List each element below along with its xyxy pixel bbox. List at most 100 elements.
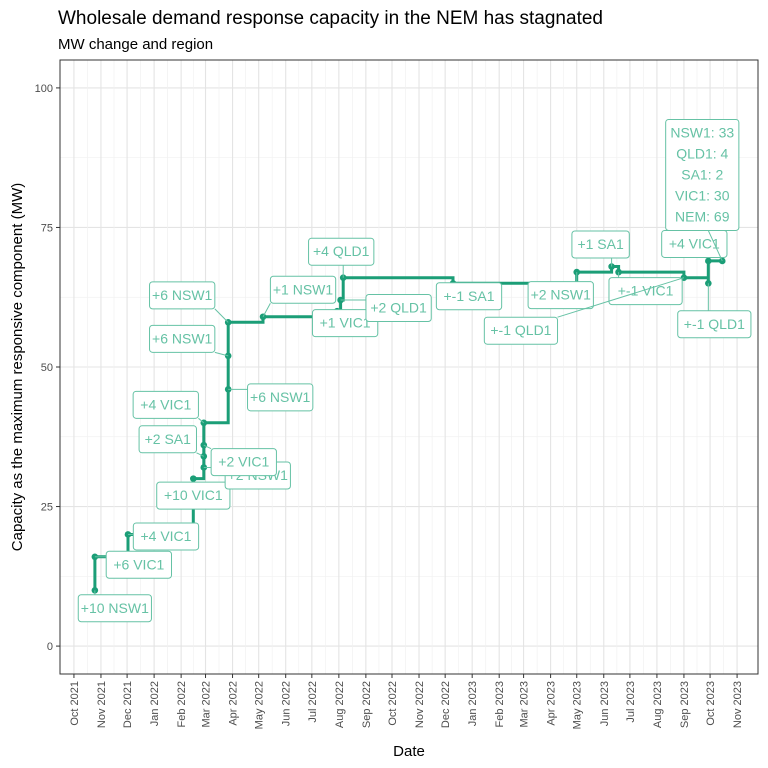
label-box [149, 324, 216, 353]
label-text: QLD1: 4 [676, 145, 728, 161]
x-tick-label: Dec 2021 [122, 681, 134, 728]
point-label: +2 NSW1 [527, 281, 594, 310]
label-text: NSW1: 33 [670, 124, 734, 140]
label-text: +2 NSW1 [531, 287, 592, 303]
x-tick-label: Jul 2023 [625, 681, 637, 723]
x-tick-label: Aug 2022 [334, 681, 346, 728]
point-label: +2 QLD1 [365, 294, 432, 323]
label-box [665, 118, 740, 231]
x-tick-label: Jan 2023 [467, 681, 479, 726]
label-box [138, 425, 197, 454]
x-tick-label: Sep 2022 [361, 681, 373, 728]
y-tick-label: 0 [47, 641, 53, 653]
x-tick-label: May 2023 [572, 681, 584, 729]
x-axis-title: Date [393, 743, 425, 760]
x-tick-label: Jun 2022 [281, 681, 293, 726]
point-label: +6 NSW1 [149, 324, 216, 353]
label-box [677, 310, 752, 339]
label-leader [203, 444, 212, 450]
point-label: +-1 QLD1 [483, 316, 559, 345]
point-label: +4 VIC1 [132, 390, 199, 419]
x-tick-label: Oct 2022 [387, 681, 399, 726]
label-text: +2 SA1 [145, 431, 192, 447]
point-label: +1 NSW1 [269, 275, 337, 304]
label-leader [198, 417, 205, 424]
x-tick-label: Apr 2023 [546, 681, 558, 726]
point-label: +10 NSW1 [77, 594, 152, 623]
label-box [311, 309, 379, 338]
label-box [365, 294, 432, 323]
y-tick-label: 25 [41, 502, 53, 514]
x-tick-label: Mar 2023 [519, 681, 531, 727]
label-box [105, 550, 173, 579]
label-text: +6 NSW1 [152, 287, 213, 303]
point-label: +1 VIC1 [311, 309, 379, 338]
x-tick-label: Jul 2022 [307, 681, 319, 723]
label-leader [557, 277, 685, 318]
x-axis: Oct 2021 Nov 2021 Dec 2021 Jan 2022 Feb 2022… [69, 674, 744, 729]
label-text: VIC1: 30 [675, 187, 730, 203]
label-text: +-1 QLD1 [490, 322, 551, 338]
label-leader [262, 303, 271, 318]
label-text: +2 VIC1 [218, 454, 269, 470]
summary-leader [707, 230, 723, 262]
label-box [210, 448, 277, 477]
x-tick-label: Jan 2022 [149, 681, 161, 726]
y-axis-title: Capacity as the maximum responsive compo… [9, 183, 26, 551]
point-label: +10 VIC1 [156, 481, 231, 510]
label-leader [214, 308, 229, 323]
y-tick-label: 50 [41, 362, 53, 374]
label-text: +-1 SA1 [444, 288, 495, 304]
label-text: +4 VIC1 [669, 235, 720, 251]
point-label: +2 SA1 [138, 425, 197, 454]
label-text: +10 VIC1 [164, 487, 223, 503]
point-label: +4 QLD1 [308, 237, 375, 266]
summary-label: NSW1: 33 QLD1: 4 SA1: 2 VIC1: 30 NEM: 69 [665, 118, 740, 231]
y-tick-label: 75 [41, 222, 53, 234]
label-text: +6 NSW1 [250, 389, 311, 405]
point-label: +6 VIC1 [105, 550, 173, 579]
label-text: +10 NSW1 [81, 600, 149, 616]
label-text: +1 NSW1 [273, 281, 334, 297]
x-tick-label: Dec 2022 [440, 681, 452, 728]
label-text: SA1: 2 [681, 166, 723, 182]
label-text: +4 VIC1 [140, 528, 191, 544]
data-point [190, 475, 197, 482]
y-tick-label: 100 [35, 83, 53, 95]
label-box [269, 275, 337, 304]
label-text: +6 VIC1 [113, 556, 164, 572]
label-box [149, 281, 216, 310]
x-tick-label: Nov 2023 [732, 681, 744, 728]
point-label: +4 VIC1 [132, 522, 200, 551]
x-tick-label: Sep 2023 [679, 681, 691, 728]
data-point [259, 313, 267, 321]
x-tick-label: Oct 2021 [69, 681, 81, 726]
label-leader [214, 351, 229, 357]
data-point [705, 257, 712, 265]
x-tick-label: Apr 2022 [228, 681, 240, 726]
chart-subtitle: MW change and region [58, 36, 213, 53]
label-text: NEM: 69 [675, 208, 730, 224]
label-text: +2 QLD1 [370, 300, 427, 316]
label-box [308, 237, 375, 266]
label-box [132, 522, 200, 551]
label-box [247, 383, 314, 412]
label-box [156, 481, 231, 510]
label-box [77, 594, 152, 623]
label-text: +4 QLD1 [313, 243, 370, 259]
label-text: +4 VIC1 [140, 396, 191, 412]
label-box [527, 281, 594, 310]
label-box [132, 390, 199, 419]
x-tick-label: Aug 2023 [652, 681, 664, 728]
data-point [124, 531, 132, 538]
point-label: +6 NSW1 [247, 383, 314, 412]
x-tick-label: Feb 2022 [176, 681, 188, 727]
y-axis: 0 25 50 75 100 [35, 83, 60, 653]
label-text: +-1 QLD1 [684, 316, 745, 332]
label-text: +1 SA1 [577, 236, 624, 252]
label-box [483, 316, 559, 345]
label-leader [196, 452, 204, 457]
x-tick-label: Oct 2023 [705, 681, 717, 726]
x-tick-label: Mar 2022 [201, 681, 213, 727]
